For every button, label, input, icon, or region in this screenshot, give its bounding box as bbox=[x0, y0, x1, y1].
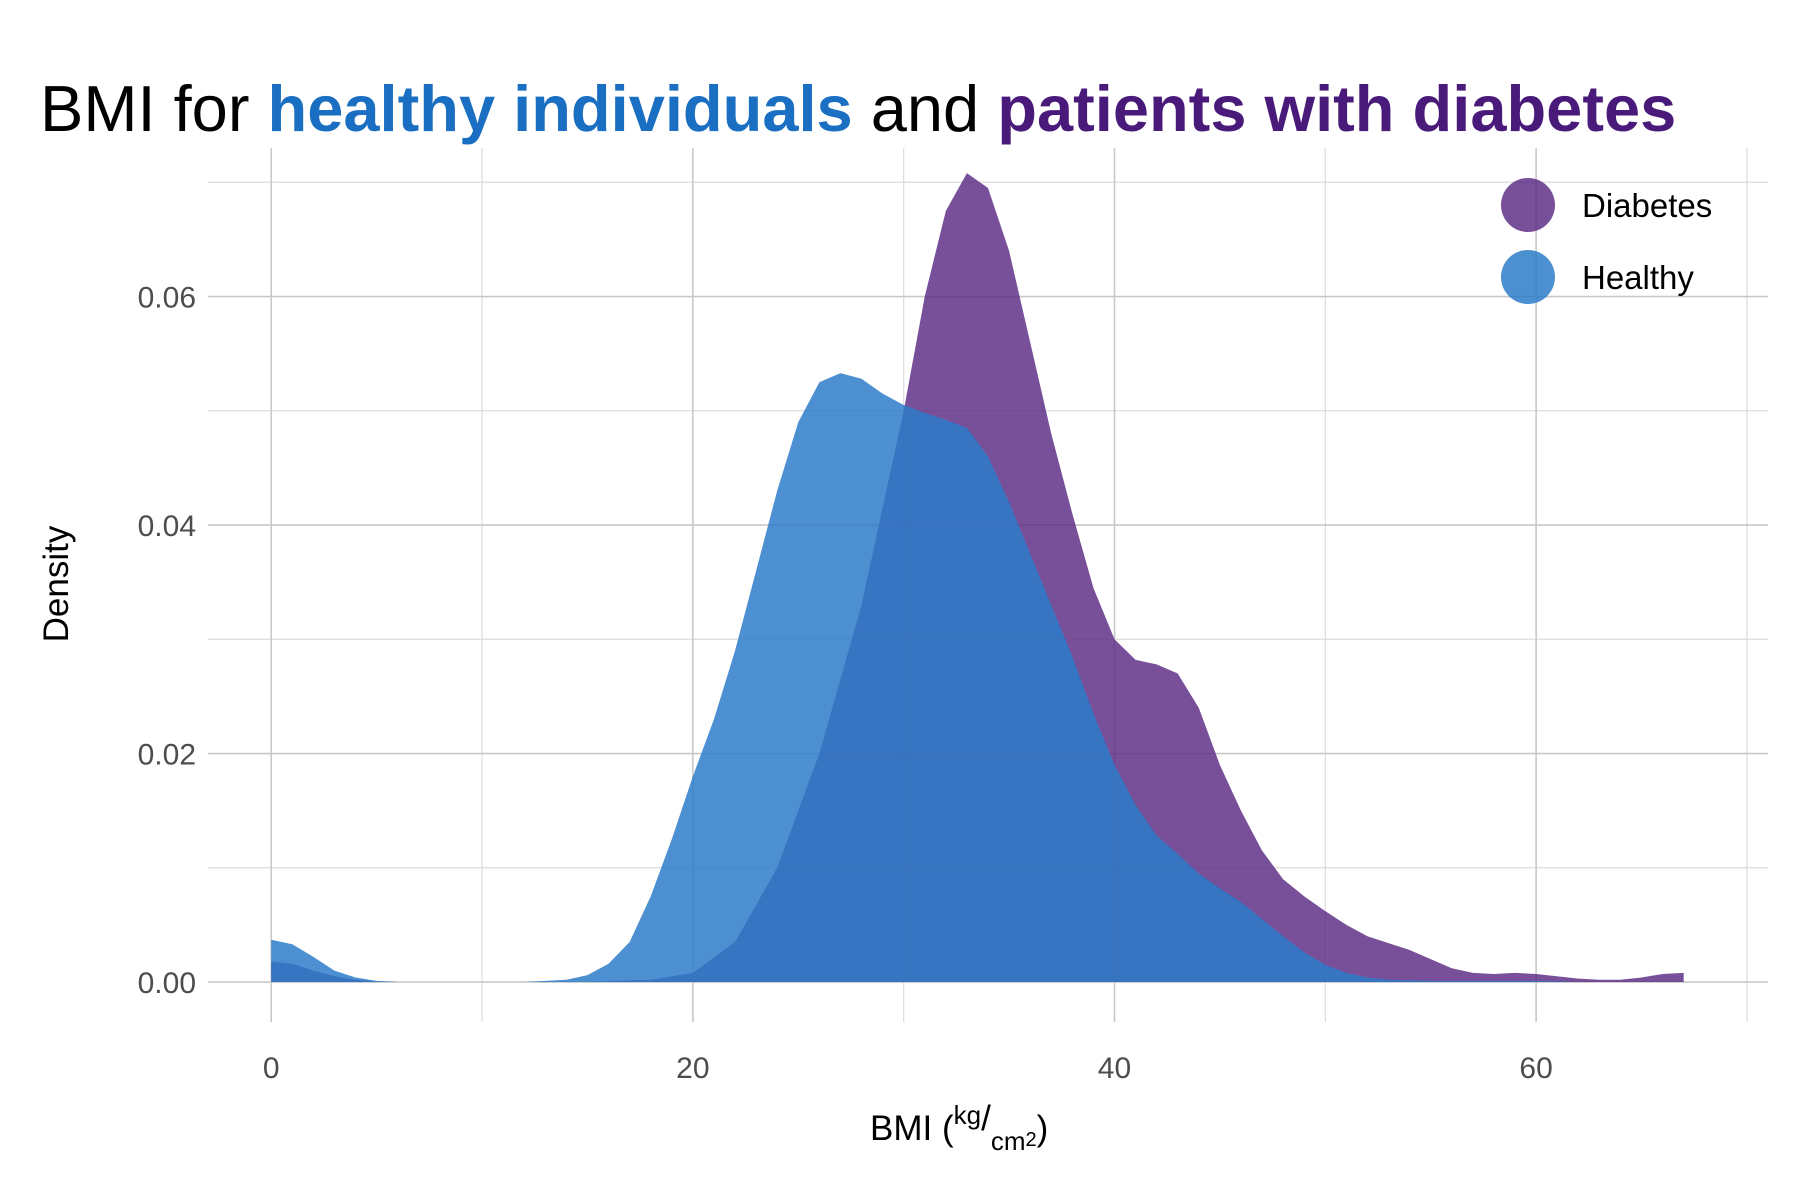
y-axis-ticks: 0.00 0.02 0.04 0.06 bbox=[138, 282, 196, 1000]
title-part: patients with diabetes bbox=[997, 72, 1676, 145]
title-part: healthy individuals bbox=[268, 72, 853, 145]
legend-swatch bbox=[1501, 250, 1555, 304]
x-tick-label: 0 bbox=[263, 1052, 280, 1085]
x-axis-label-sub: cm bbox=[991, 1126, 1026, 1156]
density-area-healthy bbox=[271, 373, 1579, 983]
legend-label: Healthy bbox=[1582, 259, 1694, 296]
chart-title: BMI for healthy individuals and patients… bbox=[40, 72, 1676, 145]
x-axis-ticks: 0 20 40 60 bbox=[263, 1052, 1553, 1085]
legend-item-diabetes: Diabetes bbox=[1501, 178, 1712, 232]
x-axis-label-main: BMI ( bbox=[870, 1109, 954, 1148]
legend-item-healthy: Healthy bbox=[1501, 250, 1694, 304]
x-tick-label: 60 bbox=[1519, 1052, 1552, 1085]
y-axis-label: Density bbox=[37, 525, 76, 642]
x-axis-label-sup: kg bbox=[954, 1100, 981, 1130]
y-tick-label: 0.04 bbox=[138, 510, 196, 543]
legend-label: Diabetes bbox=[1582, 187, 1712, 224]
y-tick-label: 0.06 bbox=[138, 282, 196, 315]
y-tick-label: 0.02 bbox=[138, 739, 196, 772]
x-axis-label-slash: / bbox=[981, 1099, 991, 1138]
title-part: and bbox=[853, 72, 998, 145]
y-tick-label: 0.00 bbox=[138, 967, 196, 1000]
legend: Diabetes Healthy bbox=[1501, 178, 1712, 304]
x-axis-label-sub2: 2 bbox=[1025, 1129, 1036, 1151]
legend-swatch bbox=[1501, 178, 1555, 232]
x-tick-label: 40 bbox=[1098, 1052, 1131, 1085]
x-axis-label: BMI (kg/cm2) bbox=[870, 1099, 1048, 1156]
series-areas bbox=[271, 173, 1684, 983]
x-tick-label: 20 bbox=[676, 1052, 709, 1085]
title-part: BMI for bbox=[40, 72, 268, 145]
x-axis-label-close: ) bbox=[1037, 1109, 1049, 1148]
